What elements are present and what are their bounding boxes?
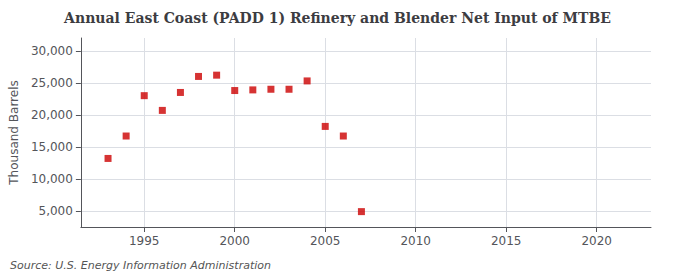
svg-text:Thousand Barrels: Thousand Barrels — [7, 80, 21, 185]
svg-text:2010: 2010 — [400, 234, 431, 248]
svg-text:2000: 2000 — [219, 234, 250, 248]
svg-text:25,000: 25,000 — [31, 76, 73, 90]
svg-text:10,000: 10,000 — [31, 172, 73, 186]
svg-text:2005: 2005 — [310, 234, 341, 248]
svg-text:2020: 2020 — [581, 234, 612, 248]
svg-text:5,000: 5,000 — [39, 204, 73, 218]
svg-text:30,000: 30,000 — [31, 44, 73, 58]
svg-text:Source: U.S. Energy Informatio: Source: U.S. Energy Information Administ… — [10, 259, 271, 272]
svg-text:Annual East Coast (PADD 1) Ref: Annual East Coast (PADD 1) Refinery and … — [63, 10, 611, 26]
svg-text:2015: 2015 — [491, 234, 522, 248]
svg-text:20,000: 20,000 — [31, 108, 73, 122]
svg-text:1995: 1995 — [129, 234, 160, 248]
svg-text:15,000: 15,000 — [31, 140, 73, 154]
